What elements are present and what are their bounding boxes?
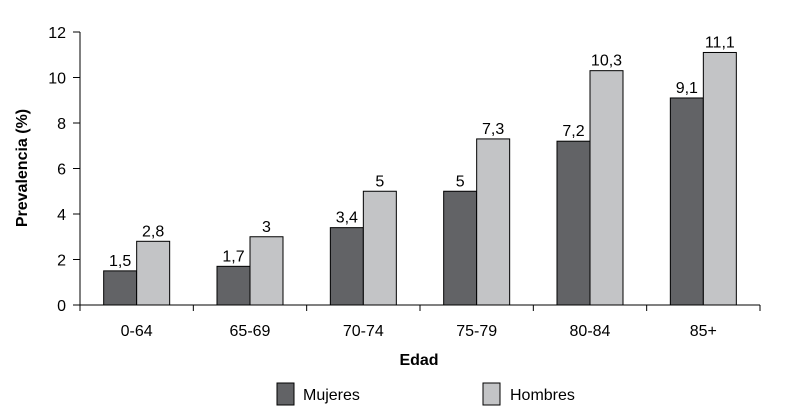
bar-hombres-3 bbox=[476, 138, 511, 306]
data-label-mujeres: 9,1 bbox=[676, 80, 698, 97]
bar-mujeres-3 bbox=[443, 190, 478, 306]
bar-mujeres-1 bbox=[216, 265, 251, 306]
legend-label-mujeres: Mujeres bbox=[303, 387, 360, 404]
y-tick-label: 2 bbox=[57, 253, 66, 270]
x-tick-label: 70-74 bbox=[343, 323, 384, 340]
data-label-mujeres: 1,7 bbox=[222, 248, 244, 265]
data-label-hombres: 7,3 bbox=[482, 121, 504, 138]
data-label-mujeres: 5 bbox=[456, 173, 465, 190]
bar-mujeres-2 bbox=[329, 227, 364, 306]
data-label-hombres: 3 bbox=[262, 219, 271, 236]
bar-hombres-0 bbox=[136, 240, 171, 306]
data-label-mujeres: 3,4 bbox=[336, 210, 358, 227]
x-tick-label: 80-84 bbox=[570, 323, 611, 340]
legend-swatch-mujeres bbox=[276, 382, 295, 406]
bar-mujeres-5 bbox=[669, 97, 704, 306]
y-axis: 0 2 4 6 8 10 12 bbox=[48, 25, 81, 315]
legend-swatch-hombres bbox=[482, 382, 501, 406]
y-axis-title: Prevalencia (%) bbox=[14, 109, 31, 227]
bar-mujeres-0 bbox=[103, 270, 138, 306]
x-tick-label: 85+ bbox=[690, 323, 717, 340]
x-axis: 0-64 65-69 70-74 75-79 80-84 85+ bbox=[79, 304, 761, 340]
x-tick-label: 65-69 bbox=[230, 323, 271, 340]
data-label-hombres: 2,8 bbox=[142, 223, 164, 240]
bar-hombres-4 bbox=[589, 70, 624, 306]
data-label-hombres: 5 bbox=[375, 173, 384, 190]
x-tick-label: 0-64 bbox=[121, 323, 153, 340]
data-label-hombres: 10,3 bbox=[591, 53, 622, 70]
legend-label-hombres: Hombres bbox=[510, 387, 575, 404]
data-label-mujeres: 7,2 bbox=[562, 123, 584, 140]
bar-hombres-2 bbox=[362, 190, 397, 306]
x-tick-label: 75-79 bbox=[456, 323, 497, 340]
data-label-hombres: 11,1 bbox=[705, 34, 735, 51]
bars bbox=[103, 51, 737, 306]
y-tick-label: 8 bbox=[57, 116, 66, 133]
data-label-mujeres: 1,5 bbox=[109, 253, 131, 270]
y-tick-label: 10 bbox=[48, 71, 66, 88]
bar-hombres-5 bbox=[702, 51, 737, 306]
y-tick-label: 0 bbox=[57, 298, 66, 315]
y-tick-label: 6 bbox=[57, 162, 66, 179]
y-tick-label: 12 bbox=[48, 25, 66, 42]
data-labels: 1,5 1,7 3,4 5 7,2 9,1 2,8 3 5 7,3 10,3 11,1 bbox=[109, 34, 735, 269]
bar-mujeres-4 bbox=[556, 140, 591, 306]
x-axis-title: Edad bbox=[399, 352, 438, 369]
bar-hombres-1 bbox=[249, 236, 284, 306]
y-tick-label: 4 bbox=[57, 207, 66, 224]
legend: Mujeres Hombres bbox=[276, 382, 575, 406]
